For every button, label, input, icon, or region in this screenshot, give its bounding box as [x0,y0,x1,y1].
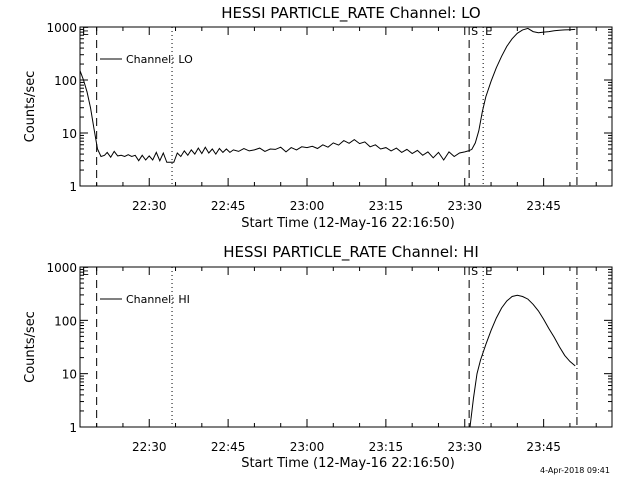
event-marker-label: S [471,265,478,278]
y-tick-label: 1000 [46,261,77,275]
x-tick-label: 22:45 [211,440,246,454]
x-tick-label: 22:30 [132,440,167,454]
x-tick-label: 22:45 [211,199,246,213]
y-tick-label: 100 [54,314,77,328]
x-tick-label: 23:45 [526,440,561,454]
x-axis-label: Start Time (12-May-16 22:16:50) [241,216,455,231]
y-tick-label: 1000 [46,21,77,35]
footer-timestamp: 4-Apr-2018 09:41 [540,466,610,475]
x-tick-label: 22:30 [132,199,167,213]
x-axis-label: Start Time (12-May-16 22:16:50) [241,456,455,471]
series-line [469,294,576,427]
plot-frame [79,266,613,428]
x-tick-label: 23:15 [369,440,404,454]
event-marker-label: S [471,25,478,38]
legend: Channel: HI [100,293,190,306]
chart-title: HESSI PARTICLE_RATE Channel: LO [221,4,480,23]
x-tick-label: 23:15 [369,199,404,213]
y-axis-label: Counts/sec [23,311,38,383]
x-tick-label: 23:00 [290,440,325,454]
x-axis: 22:30 22:45 23:00 23:15 23:30 23:45 [96,27,597,213]
x-tick-label: 23:00 [290,199,325,213]
event-marker-label: E [82,265,89,278]
legend-label: Channel: HI [126,293,190,306]
x-tick-label: 23:30 [447,199,482,213]
x-tick-label: 23:30 [447,440,482,454]
legend: Channel: LO [100,53,193,66]
y-tick-label: 10 [62,127,77,141]
y-tick-label: 1 [69,421,77,435]
chart-panel-lo: HESSI PARTICLE_RATE Channel: LO 1 10 100 100… [23,4,613,231]
y-tick-label: 10 [62,368,77,382]
series-line [80,27,576,163]
legend-label: Channel: LO [126,53,193,66]
chart-title: HESSI PARTICLE_RATE Channel: HI [223,243,479,262]
y-tick-label: 100 [54,74,77,88]
y-tick-label: 1 [69,180,77,194]
x-axis: 22:30 22:45 23:00 23:15 23:30 23:45 [96,267,597,454]
chart-panel-hi: HESSI PARTICLE_RATE Channel: HI 1 10 100 100… [23,243,613,471]
y-axis: 1 10 100 1000 [46,21,612,194]
y-axis: 1 10 100 1000 [46,261,612,435]
plot-frame [79,26,613,187]
x-tick-label: 23:45 [526,199,561,213]
event-marker-label: E [485,265,492,278]
y-axis-label: Counts/sec [23,71,38,143]
event-marker-label: E [82,25,89,38]
event-marker-label: E [485,25,492,38]
